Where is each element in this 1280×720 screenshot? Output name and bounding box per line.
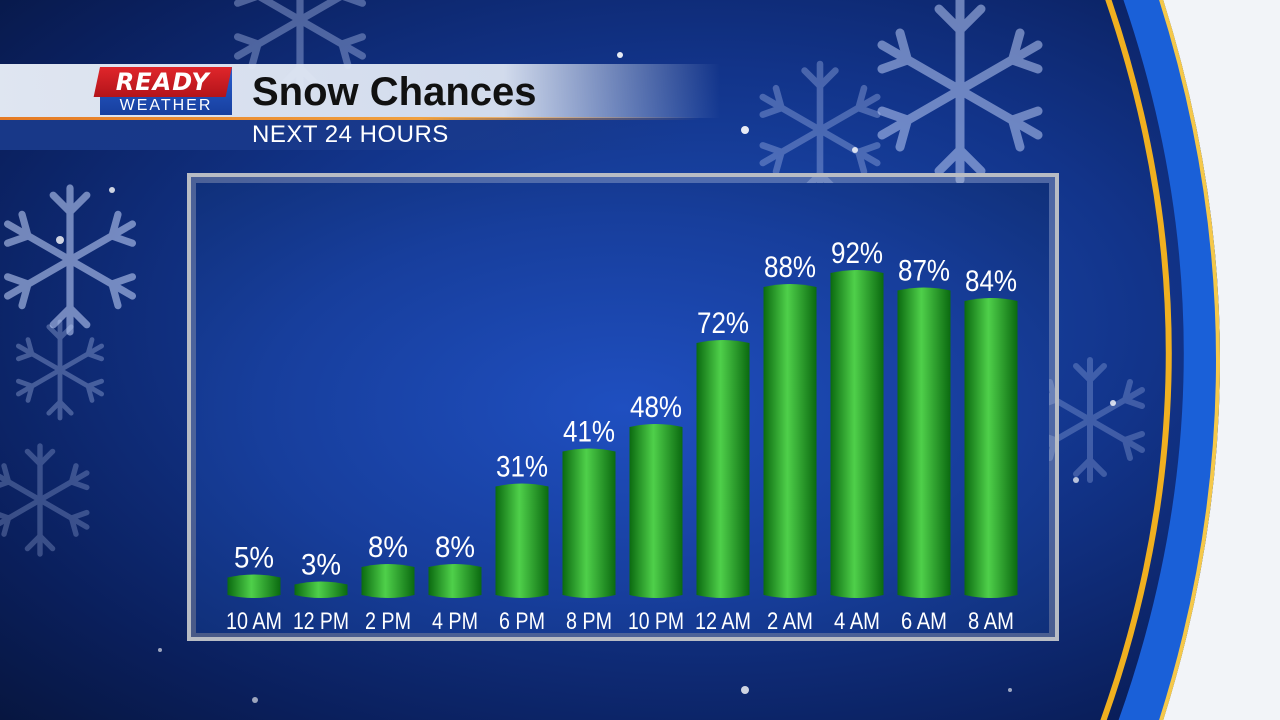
x-tick-label: 6 PM: [499, 608, 545, 633]
value-label: 87%: [898, 255, 950, 288]
value-label: 41%: [563, 416, 615, 449]
snow-chances-bar-chart: 5% 3% 8% 8% 31% 41% 48% 72% 88% 92% 87% 84% 10 AM 12…: [226, 237, 1018, 633]
value-labels-group: 5% 3% 8% 8% 31% 41% 48% 72% 88% 92% 87% 84%: [234, 237, 1017, 582]
page-title: Snow Chances: [252, 70, 537, 114]
bar-10-pm: [629, 424, 683, 598]
page-subtitle: NEXT 24 HOURS: [252, 121, 449, 148]
value-label: 3%: [301, 549, 341, 582]
bar-6-am: [897, 287, 951, 598]
x-tick-label: 8 AM: [968, 608, 1014, 633]
bars-group: [227, 270, 1018, 598]
value-label: 8%: [368, 531, 408, 564]
x-tick-label: 10 AM: [226, 608, 282, 633]
title-underline: [0, 117, 700, 120]
x-tick-labels-group: 10 AM 12 PM 2 PM 4 PM 6 PM 8 PM 10 PM 12 AM 2 AM…: [226, 608, 1014, 633]
x-tick-label: 12 PM: [293, 608, 349, 633]
x-tick-label: 4 AM: [834, 608, 880, 633]
bar-6-pm: [495, 483, 549, 598]
x-tick-label: 12 AM: [695, 608, 751, 633]
x-tick-label: 4 PM: [432, 608, 478, 633]
value-label: 92%: [831, 237, 883, 270]
logo-top-band: READY: [93, 67, 232, 97]
bar-2-am: [763, 284, 817, 598]
value-label: 88%: [764, 251, 816, 284]
x-tick-label: 2 PM: [365, 608, 411, 633]
value-label: 48%: [630, 391, 682, 424]
logo-ready-text: READY: [115, 68, 210, 96]
bar-4-pm: [428, 564, 482, 598]
ready-weather-logo: READY WEATHER: [93, 67, 232, 115]
x-tick-label: 6 AM: [901, 608, 947, 633]
bar-2-pm: [361, 564, 415, 598]
bar-10-am: [227, 574, 281, 598]
value-label: 72%: [697, 307, 749, 340]
subtitle-bar: [0, 120, 690, 150]
bar-8-am: [964, 298, 1018, 598]
bar-12-am: [696, 340, 750, 598]
bar-8-pm: [562, 448, 616, 598]
value-label: 84%: [965, 265, 1017, 298]
x-tick-label: 10 PM: [628, 608, 684, 633]
logo-weather-text: WEATHER: [119, 97, 213, 114]
value-label: 31%: [496, 451, 548, 484]
value-label: 8%: [435, 531, 475, 564]
bar-12-pm: [294, 581, 348, 598]
x-tick-label: 8 PM: [566, 608, 612, 633]
bar-4-am: [830, 270, 884, 598]
value-label: 5%: [234, 542, 274, 575]
x-tick-label: 2 AM: [767, 608, 813, 633]
